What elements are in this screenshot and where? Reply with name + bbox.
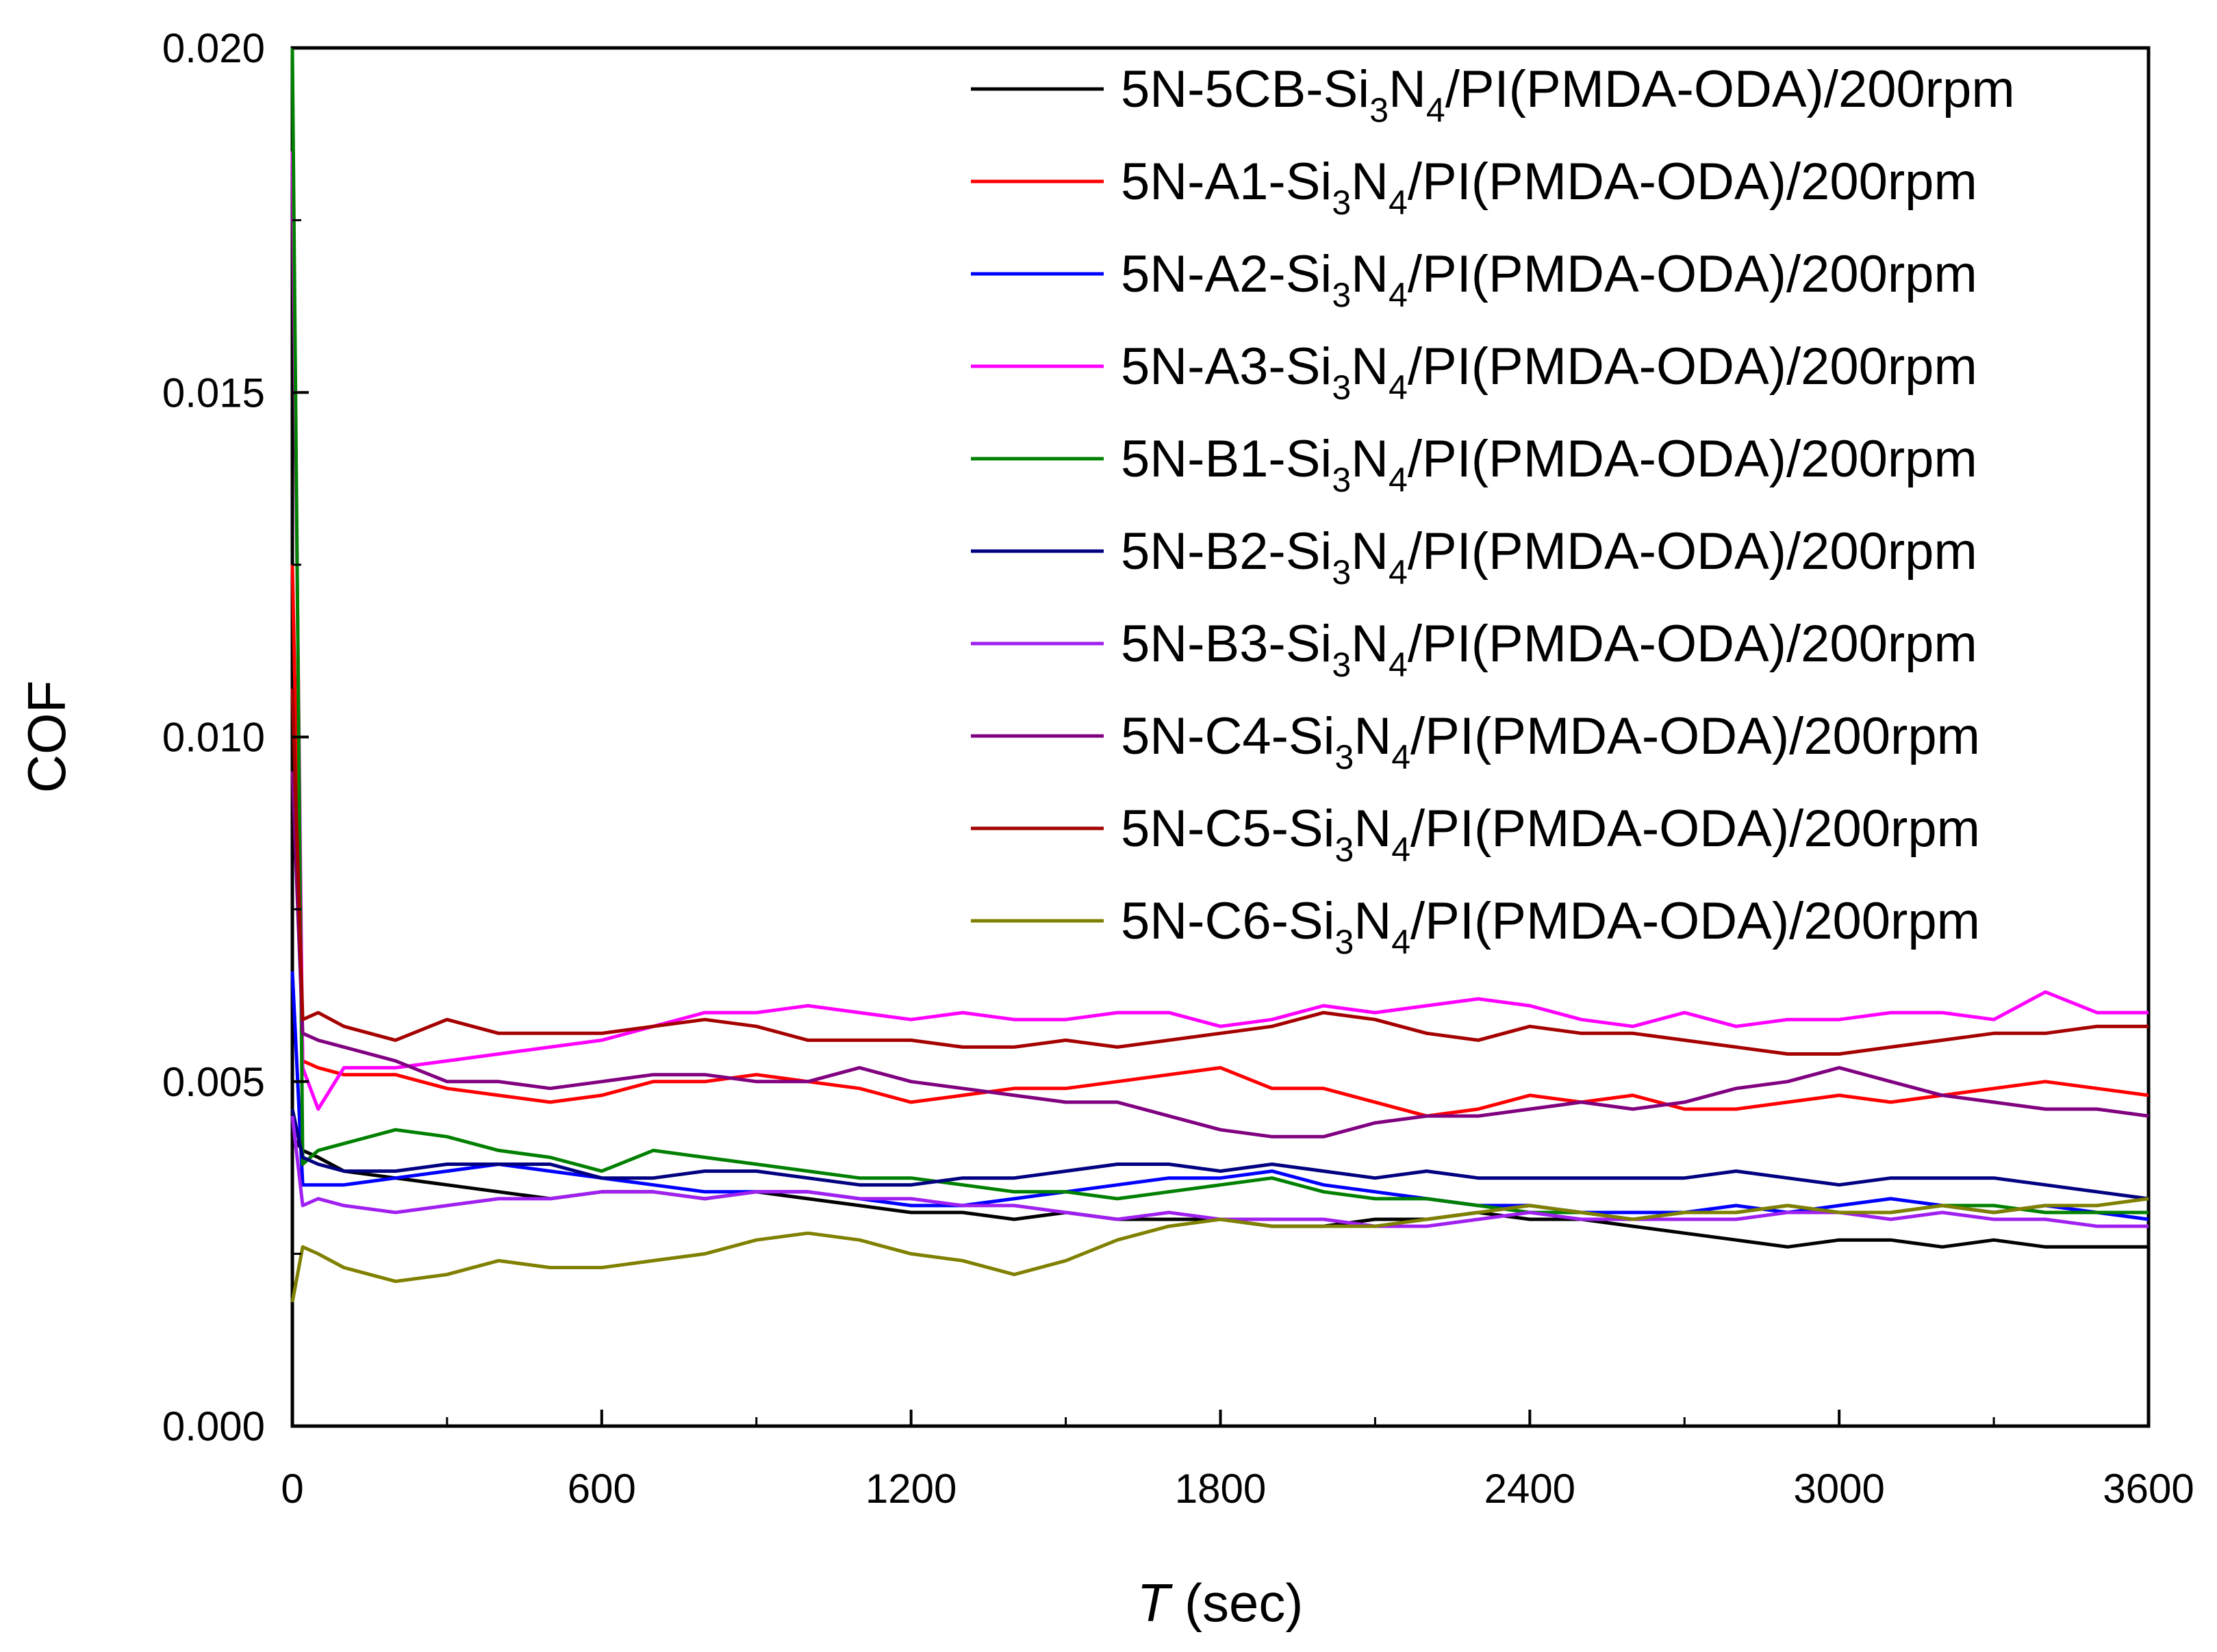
x-axis-title: T (sec) — [1137, 1573, 1304, 1633]
x-axis-ticks: 0 600 1200 1800 2400 3000 3600 — [281, 1410, 2194, 1512]
x-tick-label: 3000 — [1793, 1466, 1884, 1512]
series-line-7 — [290, 771, 2149, 1139]
legend-label-0: 5N-5CB-Si3N4/PI(PMDA-ODA)/200rpm — [1121, 60, 2015, 129]
x-tick-label: 2400 — [1484, 1466, 1575, 1512]
x-tick-label: 600 — [568, 1466, 636, 1512]
y-tick-label: 0.010 — [162, 715, 265, 761]
series-line-3 — [290, 151, 2149, 1111]
x-tick-label: 0 — [281, 1466, 303, 1512]
legend-label-6: 5N-B3-Si3N4/PI(PMDA-ODA)/200rpm — [1121, 615, 1977, 684]
x-tick-label: 3600 — [2103, 1466, 2194, 1512]
legend-label-1: 5N-A1-Si3N4/PI(PMDA-ODA)/200rpm — [1121, 153, 1977, 222]
series-line-6 — [290, 1115, 2149, 1228]
x-tick-label: 1200 — [865, 1466, 957, 1512]
y-tick-label: 0.015 — [162, 370, 265, 416]
series-line-9 — [290, 1197, 2149, 1303]
y-tick-label: 0.005 — [162, 1059, 265, 1105]
y-tick-label: 0.020 — [162, 25, 265, 71]
legend-label-3: 5N-A3-Si3N4/PI(PMDA-ODA)/200rpm — [1121, 338, 1977, 407]
y-axis-title: COF — [16, 681, 77, 793]
series-line-1 — [290, 564, 2149, 1118]
legend-label-7: 5N-C4-Si3N4/PI(PMDA-ODA)/200rpm — [1121, 707, 1980, 776]
y-axis-ticks: 0.000 0.005 0.010 0.015 0.020 — [162, 25, 309, 1449]
series-layer — [290, 47, 2149, 1303]
series-line-2 — [290, 971, 2149, 1221]
series-line-8 — [290, 688, 2149, 1056]
legend-label-8: 5N-C5-Si3N4/PI(PMDA-ODA)/200rpm — [1121, 800, 1980, 869]
x-tick-label: 1800 — [1175, 1466, 1266, 1512]
legend-label-2: 5N-A2-Si3N4/PI(PMDA-ODA)/200rpm — [1121, 245, 1977, 314]
legend-label-5: 5N-B2-Si3N4/PI(PMDA-ODA)/200rpm — [1121, 522, 1977, 592]
y-tick-label: 0.000 — [162, 1403, 265, 1449]
legend-label-9: 5N-C6-Si3N4/PI(PMDA-ODA)/200rpm — [1121, 892, 1980, 961]
series-line-0 — [291, 1135, 2149, 1249]
legend: 5N-5CB-Si3N4/PI(PMDA-ODA)/200rpm 5N-A1-Si… — [971, 60, 2015, 961]
series-line-5 — [290, 1108, 2149, 1201]
legend-label-4: 5N-B1-Si3N4/PI(PMDA-ODA)/200rpm — [1121, 430, 1977, 499]
